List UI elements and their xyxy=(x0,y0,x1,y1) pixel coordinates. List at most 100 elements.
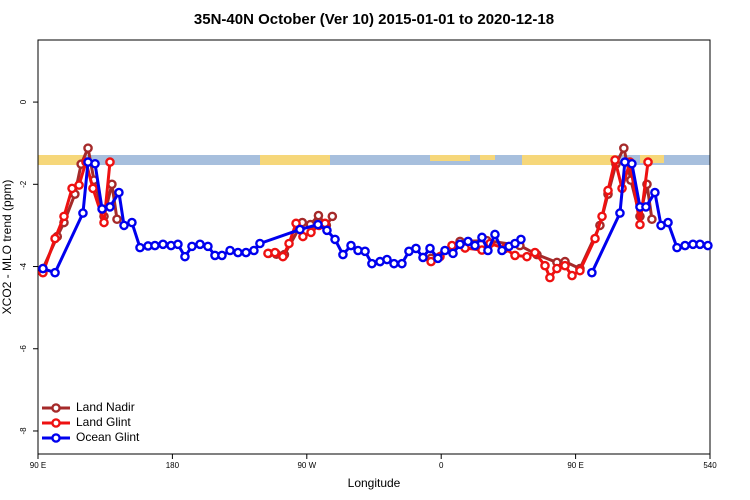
point xyxy=(440,245,450,256)
point xyxy=(516,234,526,245)
x-tick-label: 90 W xyxy=(297,461,316,470)
point xyxy=(552,263,562,274)
point xyxy=(635,219,645,230)
point xyxy=(545,272,555,283)
y-tick-label: 0 xyxy=(19,99,28,104)
y-axis-label: XCO2 - MLO trend (ppm) xyxy=(0,180,14,315)
point xyxy=(150,240,160,251)
point xyxy=(203,241,213,252)
point xyxy=(367,258,377,269)
point xyxy=(195,239,205,250)
point xyxy=(83,143,93,153)
point xyxy=(397,258,407,269)
point xyxy=(295,224,305,235)
point xyxy=(490,229,500,240)
point xyxy=(338,249,348,260)
ocean-strip xyxy=(38,155,710,165)
point xyxy=(249,245,259,256)
point xyxy=(225,245,235,256)
point xyxy=(433,253,443,264)
point xyxy=(158,239,168,250)
point xyxy=(278,251,288,262)
point xyxy=(112,214,122,225)
land-strip xyxy=(522,155,617,165)
point xyxy=(241,247,251,258)
series-line xyxy=(42,160,709,275)
point xyxy=(425,243,435,254)
y-tick-label: -4 xyxy=(19,262,28,270)
land-strip xyxy=(640,155,664,163)
legend-marker xyxy=(51,418,61,428)
x-tick-label: 90 E xyxy=(30,461,46,470)
point xyxy=(650,187,660,198)
point xyxy=(411,243,421,254)
point xyxy=(346,240,356,251)
point xyxy=(114,187,124,198)
point xyxy=(627,158,637,169)
point xyxy=(567,270,577,281)
land-mask-strip xyxy=(38,155,710,165)
point xyxy=(672,242,682,253)
point xyxy=(647,214,657,225)
point xyxy=(497,245,507,256)
point xyxy=(59,211,69,222)
land-strip xyxy=(430,155,470,161)
point xyxy=(322,225,332,236)
point xyxy=(560,260,570,271)
y-tick-label: -6 xyxy=(19,345,28,353)
point xyxy=(284,238,294,249)
y-tick-label: -2 xyxy=(19,180,28,188)
x-axis-label: Longitude xyxy=(348,476,401,490)
point xyxy=(575,265,585,276)
point xyxy=(470,240,480,251)
point xyxy=(50,233,60,244)
point xyxy=(306,227,316,238)
point xyxy=(255,238,265,249)
point xyxy=(99,217,109,228)
point xyxy=(619,143,629,153)
y-tick-label: -8 xyxy=(19,427,28,435)
point xyxy=(477,232,487,243)
point xyxy=(448,248,458,259)
point xyxy=(610,155,620,165)
point xyxy=(418,252,428,263)
point xyxy=(88,183,98,194)
chart-title: 35N-40N October (Ver 10) 2015-01-01 to 2… xyxy=(194,11,554,28)
point xyxy=(590,233,600,244)
point xyxy=(105,202,115,212)
point xyxy=(603,185,613,196)
legend-label: Land Glint xyxy=(76,415,131,429)
point xyxy=(463,236,473,247)
legend-marker xyxy=(51,433,61,443)
point xyxy=(510,250,520,261)
point xyxy=(119,220,129,231)
land-strip xyxy=(260,155,330,165)
point xyxy=(455,239,465,250)
point xyxy=(695,239,705,250)
point xyxy=(50,267,60,278)
point xyxy=(530,247,540,258)
x-tick-label: 540 xyxy=(703,461,717,470)
legend-label: Land Nadir xyxy=(76,400,135,414)
point xyxy=(615,208,625,218)
point xyxy=(641,202,651,212)
point xyxy=(38,263,48,274)
point xyxy=(270,247,280,258)
point xyxy=(217,250,227,261)
point xyxy=(540,260,550,271)
point xyxy=(90,158,100,169)
point xyxy=(522,251,532,262)
point xyxy=(313,219,323,230)
point xyxy=(135,242,145,253)
point xyxy=(78,208,88,218)
point xyxy=(587,267,597,278)
land-strip xyxy=(38,155,84,165)
point xyxy=(483,245,493,256)
point xyxy=(597,211,607,222)
legend-label: Ocean Glint xyxy=(76,430,140,444)
point xyxy=(643,157,653,167)
point xyxy=(233,247,243,258)
point xyxy=(97,204,107,214)
point xyxy=(187,241,197,252)
